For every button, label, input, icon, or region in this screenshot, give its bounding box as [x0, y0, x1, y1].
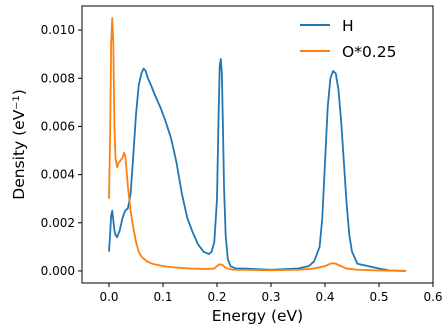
- x-tick-label: 0.5: [369, 290, 388, 304]
- y-tick-label: 0.010: [41, 23, 75, 37]
- x-tick-label: 0.3: [261, 290, 280, 304]
- x-axis-label: Energy (eV): [212, 307, 303, 325]
- y-axis-ticks: 0.000 0.002 0.004 0.006 0.008 0.010: [41, 23, 82, 278]
- series-layer: [108, 17, 407, 272]
- x-tick-label: 0.1: [153, 290, 172, 304]
- y-tick-label: 0.002: [41, 216, 75, 230]
- legend-label-h: H: [342, 17, 354, 35]
- x-axis-ticks: 0.0 0.1 0.2 0.3 0.4 0.5 0.6: [99, 283, 443, 304]
- y-tick-label: 0.008: [41, 71, 75, 85]
- y-tick-label: 0.006: [41, 119, 75, 133]
- y-tick-label: 0.004: [41, 168, 75, 182]
- axes-frame: [81, 5, 434, 284]
- x-tick-label: 0.6: [423, 290, 442, 304]
- x-tick-label: 0.4: [315, 290, 334, 304]
- legend-label-o: O*0.25: [342, 43, 396, 61]
- plot-area: [108, 17, 407, 272]
- y-tick-label: 0.000: [41, 264, 75, 278]
- x-tick-label: 0.0: [99, 290, 118, 304]
- x-tick-label: 0.2: [207, 290, 226, 304]
- series-line-1: [108, 17, 407, 272]
- series-line-0: [108, 58, 407, 272]
- legend: H O*0.25: [300, 17, 396, 61]
- y-axis-label: Density (eV⁻¹): [10, 89, 28, 199]
